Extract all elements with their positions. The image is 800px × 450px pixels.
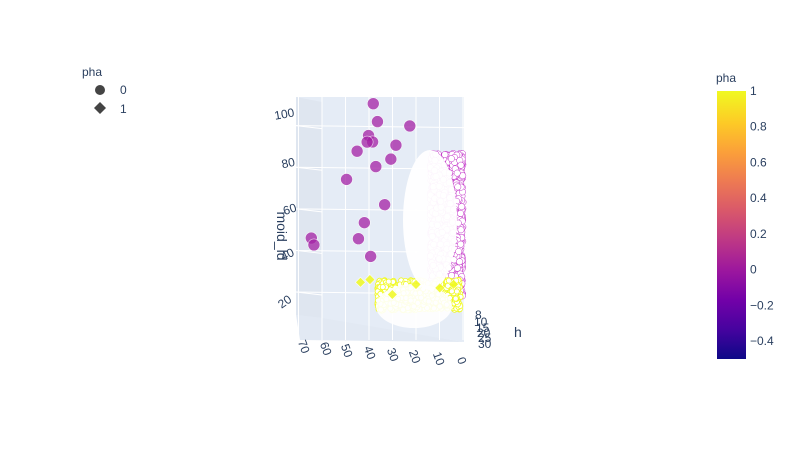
cloud-point (445, 277, 452, 284)
data-marker (448, 278, 459, 290)
data-marker (352, 232, 365, 245)
data-marker (307, 238, 321, 252)
cloud-point (458, 203, 466, 211)
markers (304, 97, 459, 300)
cloud-point (456, 258, 464, 266)
colorbar-tick: 0.8 (750, 120, 767, 134)
y-tick: 0 (454, 355, 470, 366)
cloud-point (379, 284, 386, 291)
legend-item[interactable]: 1 (94, 102, 127, 116)
x-axis-title: h (514, 324, 522, 340)
data-marker (350, 144, 364, 158)
y-tick: 40 (361, 344, 379, 362)
colorbar-tick: −0.2 (750, 298, 774, 312)
data-marker (360, 135, 374, 149)
data-marker (410, 279, 422, 290)
y-tick: 50 (338, 342, 356, 360)
legend-item-label: 0 (120, 83, 127, 97)
data-marker (371, 115, 384, 128)
data-marker (358, 216, 371, 229)
cloud-point (454, 264, 461, 272)
data-marker (366, 97, 380, 110)
data-marker (364, 250, 377, 263)
data-marker (378, 198, 391, 211)
cloud-point (453, 169, 461, 177)
x-tick: 30 (478, 337, 492, 351)
colorbar-tick: 0 (750, 263, 757, 277)
y-tick: 10 (430, 350, 448, 368)
z-tick: 80 (280, 155, 296, 172)
cloud-point (448, 288, 455, 295)
data-marker (386, 289, 398, 300)
x-tick: 15 (476, 321, 490, 335)
z-tick: 60 (281, 200, 298, 218)
data-marker (384, 152, 398, 166)
cloud-point (385, 278, 392, 285)
cloud-point (457, 226, 465, 234)
z-tick: 20 (275, 292, 294, 311)
y-tick: 70 (295, 338, 313, 356)
z-tick: 40 (278, 245, 296, 263)
grid-line (295, 291, 323, 296)
colorbar-tick: 0.4 (750, 191, 767, 205)
y-tick: 20 (406, 348, 424, 366)
cloud-point (447, 155, 455, 163)
colorbar-tick: 0.6 (750, 156, 767, 170)
cloud-point (452, 295, 459, 302)
grid-line (295, 166, 323, 171)
z-tick: 100 (273, 105, 295, 122)
colorbar-tick: −0.4 (750, 334, 774, 348)
data-marker (364, 274, 376, 286)
y-axis: 0 10 20 30 40 50 60 70 (295, 338, 470, 368)
data-marker (369, 160, 383, 173)
data-marker (403, 119, 417, 133)
cloud-point (457, 240, 465, 248)
colorbar-title: pha (716, 71, 736, 85)
data-marker (340, 173, 353, 186)
colorbar-tick: 1 (750, 84, 757, 98)
cloud-point (459, 172, 467, 180)
legend-item[interactable]: 0 (95, 83, 127, 97)
data-marker (355, 276, 366, 288)
colorbar: pha 1 0.8 0.6 0.4 0.2 0 −0.2 −0.4 (716, 71, 774, 359)
x-tick: 8 (475, 308, 482, 322)
circle-icon (95, 85, 105, 95)
scene-3d[interactable] (295, 97, 467, 342)
data-marker (389, 138, 403, 152)
cloud-point (457, 209, 465, 217)
legend: pha 0 1 (82, 65, 127, 116)
x-tick: 10 (474, 315, 488, 329)
y-tick: 60 (317, 340, 335, 358)
data-marker (434, 282, 446, 294)
grid-line (295, 125, 323, 130)
diamond-icon (94, 102, 106, 114)
cloud-point (455, 248, 463, 255)
grid-line (295, 208, 323, 213)
x-tick: 20 (477, 326, 491, 340)
x-axis: 8 10 15 20 25 30 h (474, 308, 522, 351)
cloud-point (457, 161, 465, 169)
legend-title: pha (82, 65, 102, 79)
legend-item-label: 1 (120, 102, 127, 116)
cloud-core (403, 150, 457, 290)
colorbar-gradient (717, 91, 746, 359)
grid-line (295, 249, 323, 254)
colorbar-tick: 0.2 (750, 227, 767, 241)
cloud-point (453, 288, 460, 295)
cloud-point (441, 151, 449, 159)
floor-pane (296, 315, 464, 342)
z-axis-title: moid_ld (274, 211, 290, 260)
z-axis: 20 40 60 80 100 moid_ld (273, 105, 298, 311)
cloud-point (454, 183, 462, 191)
x-tick: 25 (478, 331, 492, 345)
y-tick: 30 (384, 346, 402, 364)
side-pane (296, 97, 322, 318)
